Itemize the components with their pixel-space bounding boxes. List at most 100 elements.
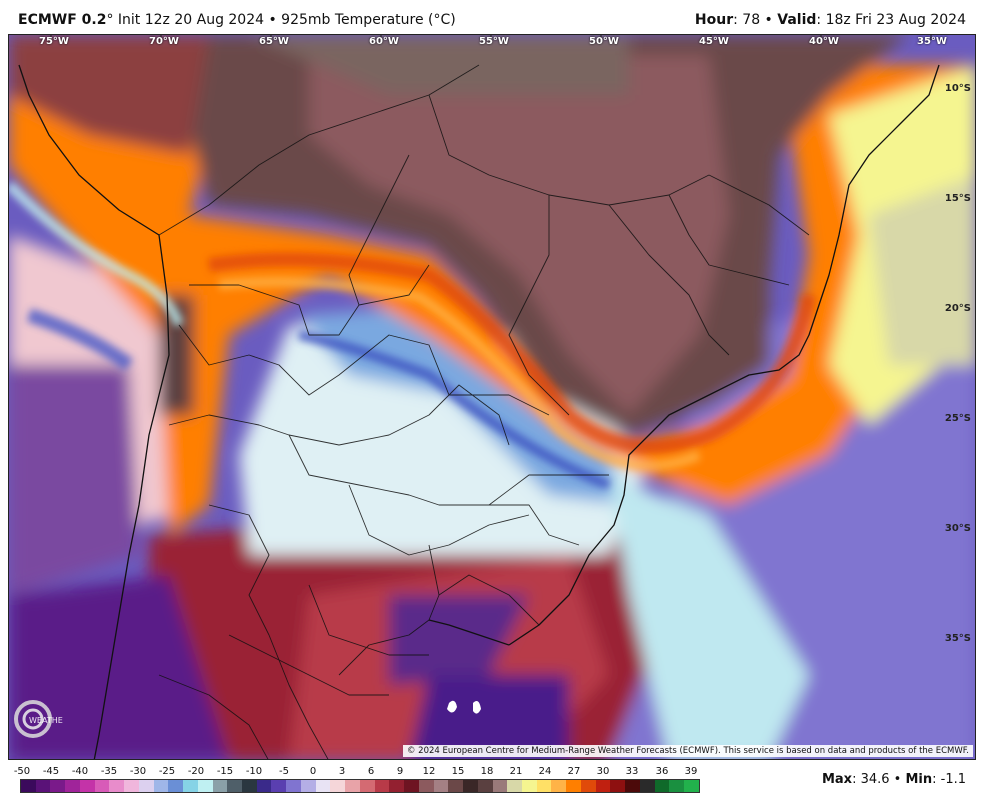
lon-label-55w: 55°W: [479, 36, 509, 47]
header: ECMWF 0.2° Init 12z 20 Aug 2024 • 925mb …: [0, 0, 984, 34]
colorbar-tick-label: 27: [567, 766, 581, 777]
colorbar-swatch: [492, 780, 508, 792]
colorbar-swatch: [168, 780, 184, 792]
lon-label-45w: 45°W: [699, 36, 729, 47]
lon-label-70w: 70°W: [149, 36, 179, 47]
colorbar-swatch: [256, 780, 272, 792]
colorbar-tick-label: -10: [245, 766, 263, 777]
colorbar-swatch: [286, 780, 301, 792]
lat-label-10s: 10°S: [944, 83, 971, 94]
colorbar-swatch: [404, 780, 419, 792]
colorbar-swatch: [242, 780, 257, 792]
colorbar-swatch: [684, 780, 699, 792]
colorbar-swatch: [50, 780, 66, 792]
colorbar-swatch: [507, 780, 522, 792]
lon-label-75w: 75°W: [39, 36, 69, 47]
colorbar-swatch: [374, 780, 390, 792]
colorbar-tick-label: 0: [309, 766, 317, 777]
colorbar-swatch: [639, 780, 655, 792]
copyright-notice: © 2024 European Centre for Medium-Range …: [402, 745, 973, 757]
temperature-colorbar: [20, 779, 700, 793]
colorbar-swatch: [625, 780, 640, 792]
colorbar-swatch: [94, 780, 110, 792]
lon-label-60w: 60°W: [369, 36, 399, 47]
max-label: Max: [821, 772, 853, 787]
hour-label: Hour: [694, 12, 734, 28]
colorbar-swatch: [551, 780, 567, 792]
colorbar-swatch: [477, 780, 493, 792]
valid-label: Valid: [777, 12, 817, 28]
colorbar-swatch: [595, 780, 611, 792]
colorbar-swatch: [389, 780, 405, 792]
hour-value: : 78 •: [733, 12, 778, 28]
colorbar-tick-label: -45: [42, 766, 60, 777]
colorbar-swatch: [610, 780, 626, 792]
lon-label-35w: 35°W: [917, 36, 947, 47]
weatherbell-logo: WEATHERBELL: [13, 697, 63, 741]
colorbar-tick-label: 33: [625, 766, 639, 777]
colorbar-tick-label: -50: [13, 766, 31, 777]
colorbar-swatch: [463, 780, 478, 792]
colorbar-swatch: [433, 780, 449, 792]
min-label: Min: [905, 772, 933, 787]
temperature-map[interactable]: 75°W 70°W 65°W 60°W 55°W 50°W 45°W 40°W …: [8, 34, 976, 760]
colorbar-tick-label: 15: [451, 766, 465, 777]
colorbar-swatch: [153, 780, 169, 792]
lat-label-25s: 25°S: [944, 413, 971, 424]
colorbar-swatch: [536, 780, 552, 792]
valid-value: : 18z Fri 23 Aug 2024: [816, 12, 966, 28]
colorbar-swatch: [654, 780, 670, 792]
colorbar-tick-label: -40: [71, 766, 89, 777]
lat-label-15s: 15°S: [944, 193, 971, 204]
max-value: : 34.6 •: [852, 772, 906, 787]
colorbar-swatch: [300, 780, 316, 792]
colorbar-swatch: [418, 780, 434, 792]
colorbar-swatch: [197, 780, 213, 792]
init-text: ° Init 12z 20 Aug 2024 • 925mb Temperatu…: [106, 12, 456, 28]
colorbar-labels: -50 -45 -40 -35 -30 -25 -20 -15 -10 -5 0 3 6 9 12 15 18 2…: [10, 766, 710, 778]
colorbar-tick-label: -30: [129, 766, 147, 777]
colorbar-tick-label: 18: [480, 766, 494, 777]
colorbar-swatch: [580, 780, 596, 792]
colorbar-tick-label: 30: [596, 766, 610, 777]
colorbar-swatch: [212, 780, 228, 792]
colorbar-swatch: [109, 780, 125, 792]
lat-label-30s: 30°S: [944, 523, 971, 534]
colorbar-swatch: [359, 780, 375, 792]
colorbar-swatch: [330, 780, 346, 792]
colorbar-swatch: [79, 780, 95, 792]
colorbar-swatch: [138, 780, 154, 792]
colorbar-swatch: [21, 780, 36, 792]
lat-label-35s: 35°S: [944, 633, 971, 644]
colorbar-tick-label: 9: [396, 766, 404, 777]
colorbar-tick-label: -25: [158, 766, 176, 777]
lon-label-40w: 40°W: [809, 36, 839, 47]
colorbar-tick-label: 12: [422, 766, 436, 777]
colorbar-tick-label: -5: [279, 766, 289, 777]
max-min-readout: Max: 34.6 • Min: -1.1: [822, 772, 966, 787]
colorbar-tick-label: 6: [367, 766, 375, 777]
lon-label-50w: 50°W: [589, 36, 619, 47]
model-name: ECMWF 0.2: [18, 12, 107, 28]
colorbar-tick-label: -20: [187, 766, 205, 777]
temperature-field: [9, 35, 975, 759]
colorbar-swatch: [669, 780, 685, 792]
colorbar-swatch: [521, 780, 537, 792]
colorbar-swatch: [124, 780, 139, 792]
colorbar-tick-label: 39: [684, 766, 698, 777]
colorbar-tick-label: 21: [509, 766, 523, 777]
colorbar-tick-label: 3: [338, 766, 346, 777]
min-value: : -1.1: [932, 772, 966, 787]
colorbar-swatch: [448, 780, 464, 792]
colorbar-tick-label: 36: [655, 766, 669, 777]
colorbar-tick-label: -35: [100, 766, 118, 777]
title-right: Hour: 78 • Valid: 18z Fri 23 Aug 2024: [695, 12, 966, 28]
colorbar-swatch: [566, 780, 581, 792]
title-left: ECMWF 0.2° Init 12z 20 Aug 2024 • 925mb …: [18, 12, 456, 28]
lat-label-20s: 20°S: [944, 303, 971, 314]
lon-label-65w: 65°W: [259, 36, 289, 47]
colorbar-swatch: [227, 780, 243, 792]
colorbar-swatch: [271, 780, 287, 792]
colorbar-swatch: [183, 780, 198, 792]
colorbar-swatch: [315, 780, 331, 792]
